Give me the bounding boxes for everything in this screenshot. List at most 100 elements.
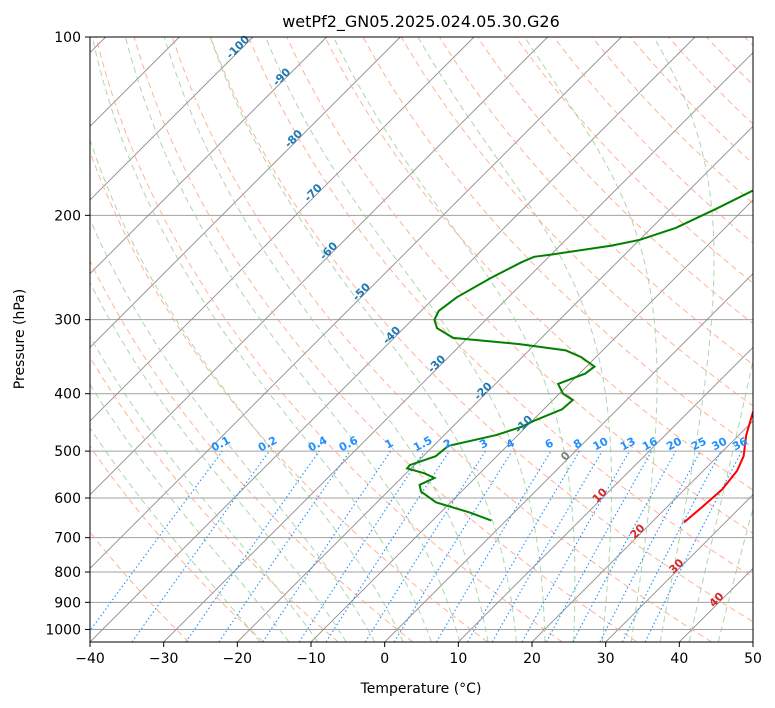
mixing-ratio-label: 13	[618, 435, 638, 454]
moist-adiabat-line	[653, 37, 715, 642]
isotherm-line	[384, 273, 753, 642]
dry-adiabat-line	[90, 531, 190, 642]
moist-adiabat-line	[332, 37, 576, 642]
dry-adiabat-line	[706, 37, 753, 86]
isotherm-label: -10	[512, 412, 535, 435]
mixing-ratio-label: 3	[477, 436, 490, 451]
mixing-ratio-line	[90, 450, 223, 632]
dry-adiabat-line	[95, 37, 563, 642]
mixing-ratio-line	[435, 450, 552, 642]
y-tick-label: 100	[54, 30, 81, 46]
mixing-ratio-line	[262, 450, 392, 642]
mixing-ratio-label: 6	[543, 436, 556, 451]
isotherm-line	[90, 37, 327, 275]
y-tick-label: 800	[54, 565, 81, 581]
mixing-ratio-label: 36	[730, 435, 750, 454]
isotherm-label: 10	[590, 485, 610, 505]
moist-adiabat-line	[90, 427, 261, 642]
mixing-ratio-line	[644, 450, 743, 642]
temperature-profile-line	[683, 409, 753, 524]
x-tick-label: −40	[75, 651, 105, 667]
moist-adiabat-line	[209, 37, 517, 642]
y-axis-title: Pressure (hPa)	[12, 289, 28, 389]
mixing-ratio-label: 30	[710, 435, 730, 454]
dry-adiabat-line	[210, 37, 753, 623]
y-tick-label: 700	[54, 531, 81, 547]
x-tick-label: 10	[449, 651, 467, 667]
moist-adiabat-line	[163, 37, 489, 642]
x-axis-title: Temperature (°C)	[360, 681, 482, 697]
isotherm-line	[752, 641, 753, 642]
mixing-ratio-line	[185, 450, 320, 642]
dry-adiabat-line	[286, 37, 753, 534]
dry-adiabat-line	[90, 259, 414, 642]
mixing-ratio-label: 10	[591, 434, 611, 453]
dry-adiabat-line	[90, 445, 264, 642]
dry-adiabat-line	[744, 37, 753, 47]
isotherm-line	[531, 420, 753, 642]
moist-adiabat-line	[717, 506, 753, 642]
mixing-ratio-line	[572, 450, 677, 642]
mixing-ratio-label: 4	[504, 436, 517, 451]
isotherm-label: 20	[628, 521, 648, 541]
x-tick-label: −10	[296, 651, 326, 667]
isotherm-line	[90, 37, 401, 348]
isotherm-line	[90, 37, 548, 496]
dry-adiabat-line	[90, 356, 339, 642]
moist-adiabat-line	[417, 37, 612, 642]
x-tick-label: 40	[670, 651, 688, 667]
x-tick-label: −30	[149, 651, 179, 667]
dry-adiabat-line	[90, 150, 488, 642]
dewpoint-profile-line	[405, 189, 753, 522]
moist-adiabat-line	[90, 335, 319, 642]
chart-title: wetPf2_GN05.2025.024.05.30.G26	[282, 12, 560, 32]
isotherm-label: -70	[302, 181, 325, 204]
isotherm-label: -90	[270, 65, 293, 88]
mixing-ratio-line	[325, 450, 450, 642]
mixing-ratio-line	[545, 450, 653, 642]
y-tick-label: 200	[54, 208, 81, 224]
y-tick-label: 400	[54, 387, 81, 403]
moist-adiabat-line	[90, 138, 404, 642]
dry-adiabat-line	[515, 37, 753, 284]
isotherm-label: 30	[666, 556, 686, 576]
x-tick-label: 50	[744, 651, 762, 667]
dry-adiabat-line	[591, 37, 753, 204]
x-tick-label: −20	[223, 651, 253, 667]
isotherm-label: -30	[425, 352, 448, 375]
x-tick-label: 30	[597, 651, 615, 667]
mixing-ratio-line	[218, 450, 351, 642]
mixing-ratio-line	[393, 450, 513, 642]
x-tick-label: 20	[523, 651, 541, 667]
y-tick-label: 600	[54, 491, 81, 507]
moist-adiabat-line	[91, 37, 432, 642]
dry-adiabat-line	[248, 37, 753, 578]
isotherm-line	[90, 37, 696, 642]
isotherm-label: 40	[707, 590, 727, 610]
moist-adiabat-line	[90, 281, 347, 642]
isotherm-line	[458, 346, 753, 642]
mixing-ratio-line	[599, 450, 701, 642]
moist-adiabat-line	[524, 37, 658, 642]
moist-adiabat-line	[90, 383, 290, 642]
x-tick-label: 0	[380, 651, 389, 667]
dry-adiabat-line	[324, 37, 753, 491]
dry-adiabat-line	[477, 37, 753, 325]
y-tick-label: 900	[54, 595, 81, 611]
isotherm-label: -60	[317, 239, 340, 262]
isotherm-label: -40	[380, 324, 403, 347]
moist-adiabat-line	[688, 358, 753, 642]
mixing-ratio-line	[131, 450, 270, 642]
mixing-ratio-line	[364, 450, 486, 642]
mixing-ratio-line	[298, 450, 425, 642]
moist-adiabat-line	[90, 217, 376, 642]
dry-adiabat-line	[668, 37, 753, 125]
isotherm-label: -80	[282, 127, 305, 150]
isotherm-label: -50	[350, 280, 373, 303]
y-tick-label: 500	[54, 444, 81, 460]
mixing-ratio-label: 16	[640, 435, 660, 454]
mixing-ratio-line	[521, 450, 630, 642]
isotherm-line	[605, 494, 753, 642]
